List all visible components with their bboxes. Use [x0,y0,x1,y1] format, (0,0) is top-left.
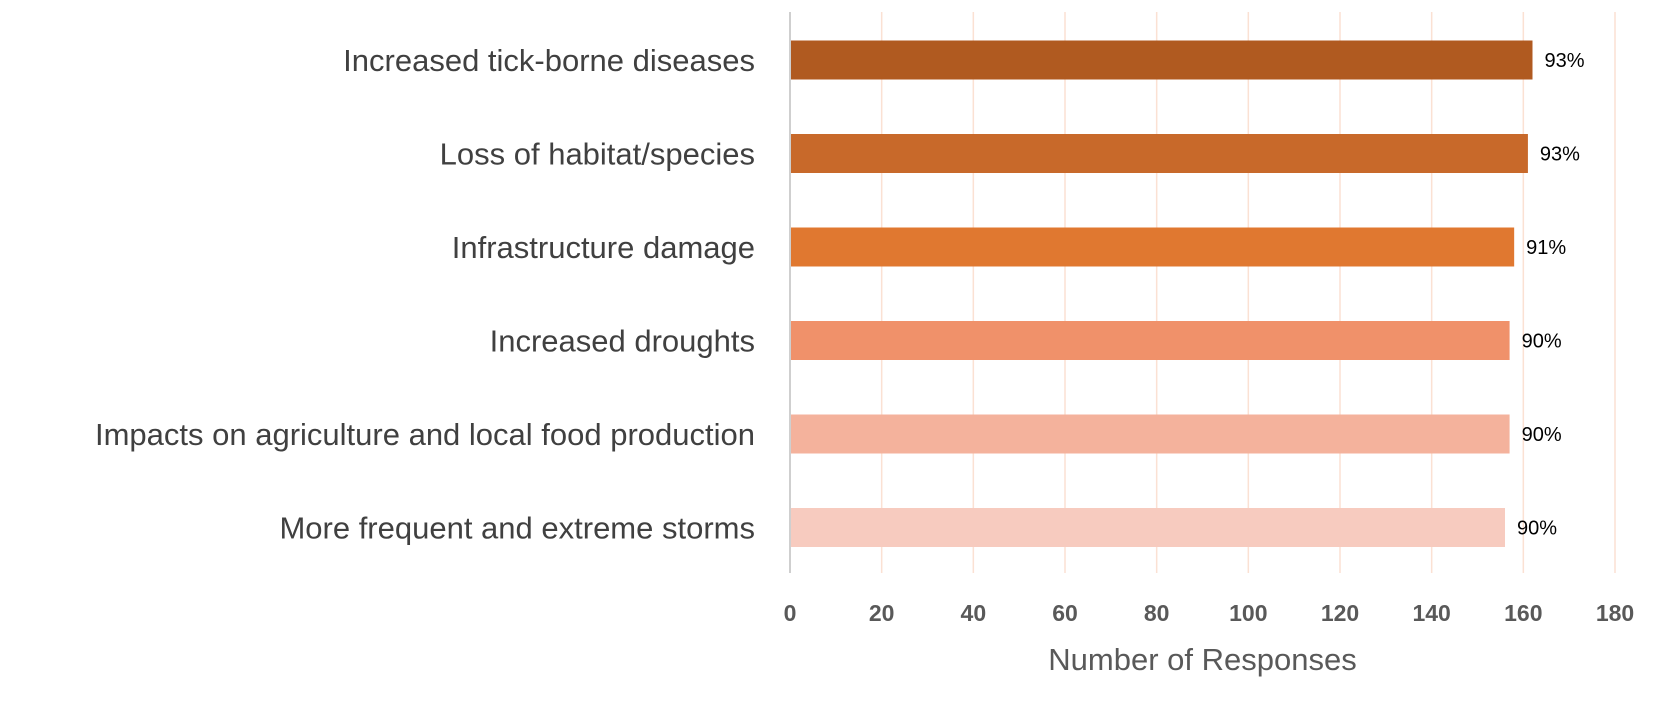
x-tick-label: 60 [1052,600,1078,626]
x-tick-label: 0 [784,600,797,626]
bar [791,134,1528,173]
category-label: Loss of habitat/species [440,137,755,172]
data-label: 90% [1522,331,1562,353]
x-tick-label: 180 [1596,600,1634,626]
data-labels: 93% 93% 91% 90% 90% 90% [1517,50,1585,540]
grid-lines [880,12,1616,573]
x-axis-title: Number of Responses [1048,642,1356,677]
data-label: 91% [1526,237,1566,259]
category-label: Increased droughts [490,324,755,359]
bar [791,414,1510,454]
data-label: 90% [1517,518,1557,540]
category-label: More frequent and extreme storms [279,511,755,546]
bars [791,40,1533,547]
bar [791,508,1505,547]
data-label: 93% [1540,144,1580,166]
category-label: Infrastructure damage [452,230,755,265]
data-label: 93% [1545,50,1585,72]
bar [791,321,1510,360]
x-tick-label: 160 [1504,600,1542,626]
category-labels: Increased tick-borne diseases Loss of hab… [95,43,755,546]
category-label: Increased tick-borne diseases [343,43,755,78]
x-tick-label: 20 [869,600,895,626]
x-tick-labels: 0 20 40 60 80 100 120 140 160 180 [784,600,1635,626]
x-tick-label: 140 [1412,600,1450,626]
x-tick-label: 120 [1321,600,1359,626]
x-tick-label: 40 [961,600,987,626]
category-label: Impacts on agriculture and local food pr… [95,417,755,452]
data-label: 90% [1522,424,1562,446]
bar [791,227,1515,267]
x-tick-label: 80 [1144,600,1170,626]
bar [791,40,1533,80]
x-tick-label: 100 [1229,600,1267,626]
